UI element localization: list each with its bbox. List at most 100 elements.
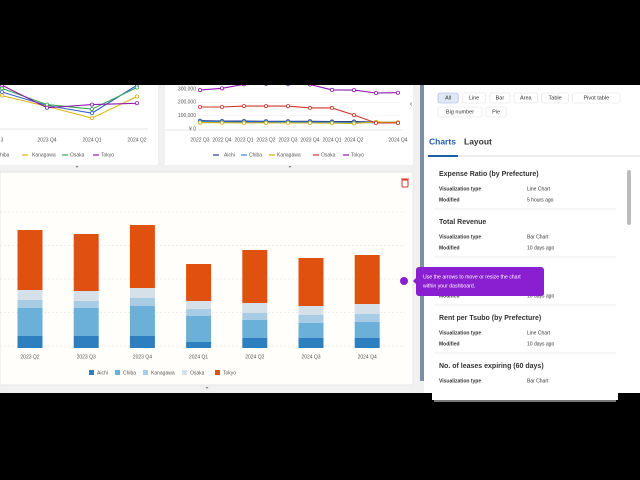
bar-segment [17, 300, 43, 308]
filter-chip-label[interactable]: Pie [492, 109, 500, 115]
point [351, 88, 356, 93]
point [351, 113, 356, 118]
point [219, 86, 224, 91]
filter-chip[interactable] [437, 92, 459, 104]
x-tick-label: 2024 Q4 [388, 137, 407, 143]
point [197, 88, 202, 93]
chart-card [0, 85, 158, 165]
legend-label: Aichi [224, 152, 235, 158]
bar-segment [242, 313, 268, 320]
item-value: Line Chart [527, 186, 551, 192]
tab[interactable]: Charts [429, 136, 456, 146]
x-tick-label: 2024 Q1 [322, 137, 341, 143]
item-title: Rent per Tsubo (by Prefecture) [439, 315, 541, 322]
resize-handle[interactable]: ⌄ [204, 385, 209, 391]
filter-chip-label[interactable]: Line [469, 95, 479, 101]
x-tick-label: 2024 Q1 [189, 354, 208, 360]
delete-icon[interactable] [401, 178, 409, 188]
resize-handle[interactable]: ⌄ [74, 164, 79, 170]
point [373, 91, 378, 96]
legend-swatch [89, 370, 94, 375]
bar-segment [186, 342, 212, 348]
filter-chip-label[interactable]: Table [549, 95, 562, 101]
scrollbar[interactable] [627, 170, 631, 225]
chart-list-item[interactable] [432, 356, 618, 400]
point [241, 104, 246, 109]
filter-chip-label[interactable]: Big number [446, 109, 474, 115]
x-tick-label: 2024 Q2 [344, 137, 363, 143]
legend-label: Osaka [70, 152, 85, 158]
tab[interactable]: Layout [464, 136, 492, 146]
bar-segment [242, 320, 268, 338]
point [219, 105, 224, 110]
x-tick-label: 3 [1, 137, 4, 143]
bar-segment [186, 309, 212, 316]
filter-chip-label[interactable]: Pivot table [583, 95, 609, 101]
chart-list-item[interactable] [432, 308, 618, 352]
x-tick-label: 2023 Q3 [278, 137, 297, 143]
x-tick-label: 2022 Q4 [212, 137, 231, 143]
line [200, 105, 398, 124]
tooltip-text: within your dashboard. [423, 283, 475, 289]
resize-handle[interactable]: ⌄ [287, 164, 292, 170]
chart-list-item[interactable] [432, 212, 618, 256]
legend-swatch [215, 370, 220, 375]
line [199, 120, 399, 123]
filter-chip[interactable] [541, 92, 569, 104]
point [307, 121, 312, 126]
point [351, 121, 356, 126]
legend-label: Chiba [123, 370, 136, 376]
bar-segment [129, 298, 155, 306]
bar-segment [129, 288, 155, 298]
legend-label: Kanagawa [151, 370, 175, 376]
legend-label: Tokyo [101, 152, 114, 158]
line [1, 85, 138, 109]
filter-chip[interactable] [437, 106, 483, 118]
filter-chip[interactable] [513, 92, 538, 104]
point [241, 120, 246, 125]
y-tick-label: 200,000 [178, 100, 196, 106]
point [134, 85, 139, 90]
chart-list-item[interactable] [432, 164, 618, 208]
tooltip-text: Use the arrows to move or resize the cha… [423, 274, 521, 280]
item-label: Modified [439, 245, 460, 251]
arrow-handle[interactable]: ‹ [410, 101, 413, 108]
item-label: Visualization type [439, 330, 481, 336]
x-tick-label: 2023 Q3 [77, 354, 96, 360]
item-title: No. of leases expiring (60 days) [439, 363, 544, 370]
x-tick-label: 2023 Q4 [133, 354, 152, 360]
x-tick-label: 2023 Q2 [256, 137, 275, 143]
splitter[interactable] [420, 85, 424, 381]
line [1, 85, 138, 114]
filter-chip[interactable] [572, 92, 621, 104]
bar-segment [242, 250, 268, 303]
bar-segment [129, 225, 155, 288]
x-tick-label: 2024 Q2 [245, 354, 264, 360]
point [0, 85, 4, 88]
filter-chip-label[interactable]: Bar [496, 95, 505, 101]
item-value: 5 hours ago [527, 197, 554, 203]
item-value: 10 days ago [527, 293, 554, 299]
x-tick-label: 2024 Q4 [358, 354, 377, 360]
point [90, 102, 95, 107]
filter-chip[interactable] [489, 92, 511, 104]
filter-chip[interactable] [485, 106, 507, 118]
y-tick-label: 100,000 [178, 113, 196, 119]
filter-chip-label[interactable]: Area [520, 95, 533, 101]
x-tick-label: 2023 Q1 [234, 137, 253, 143]
x-tick-label: 2024 Q1 [82, 137, 101, 143]
filter-chip[interactable] [461, 92, 487, 104]
hotspot[interactable] [400, 277, 408, 285]
legend-label: Osaka [321, 152, 336, 158]
point [45, 105, 50, 110]
filter-chip-label[interactable]: All [445, 95, 451, 101]
point [90, 107, 95, 112]
chart-card [165, 85, 413, 165]
x-tick-label: 2022 Q3 [190, 137, 209, 143]
item-label: Visualization type [439, 186, 481, 192]
bar-segment [354, 322, 380, 338]
bar-segment [354, 304, 380, 314]
point [307, 105, 312, 110]
point [329, 87, 334, 92]
